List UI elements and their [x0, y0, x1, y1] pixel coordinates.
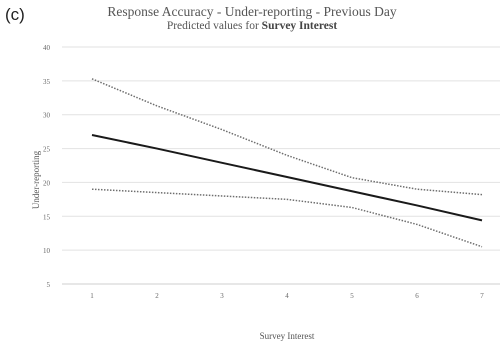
y-tick-label: 25: [43, 146, 51, 154]
y-tick-label: 5: [47, 281, 51, 289]
x-tick-label: 1: [90, 292, 94, 300]
gridlines: [62, 46, 500, 285]
x-tick-label: 3: [220, 292, 224, 300]
x-axis-title: Survey Interest: [260, 331, 315, 341]
x-tick-label: 4: [285, 292, 289, 300]
y-tick-label: 10: [43, 247, 51, 255]
chart-subtitle-prefix: Predicted values for: [166, 20, 259, 32]
y-tick-label: 35: [43, 78, 51, 86]
lower-bound-line: [91, 188, 483, 248]
y-tick-label: 20: [43, 179, 51, 187]
x-tick-label: 7: [480, 292, 484, 300]
y-tick-label: 40: [43, 44, 51, 52]
x-tick-label: 6: [415, 292, 419, 300]
chart-subtitle-emphasis: Survey Interest: [261, 20, 338, 32]
y-tick-labels: 5 10 15 20 25 30 35 40: [43, 44, 51, 289]
chart-title: Response Accuracy - Under-reporting - Pr…: [107, 4, 397, 19]
x-tick-label: 5: [350, 292, 354, 300]
x-tick-labels: 1 2 3 4 5 6 7: [90, 292, 484, 300]
series-lines: [91, 78, 483, 248]
panel-label: (c): [5, 5, 25, 24]
y-tick-label: 30: [43, 112, 51, 120]
upper-bound-line: [91, 78, 483, 196]
y-axis-title: Under-reporting: [31, 150, 41, 209]
predicted-line: [91, 134, 483, 222]
x-tick-label: 2: [155, 292, 159, 300]
chart-subtitle: Predicted values for Survey Interest: [0, 20, 504, 32]
y-tick-label: 15: [43, 213, 51, 221]
